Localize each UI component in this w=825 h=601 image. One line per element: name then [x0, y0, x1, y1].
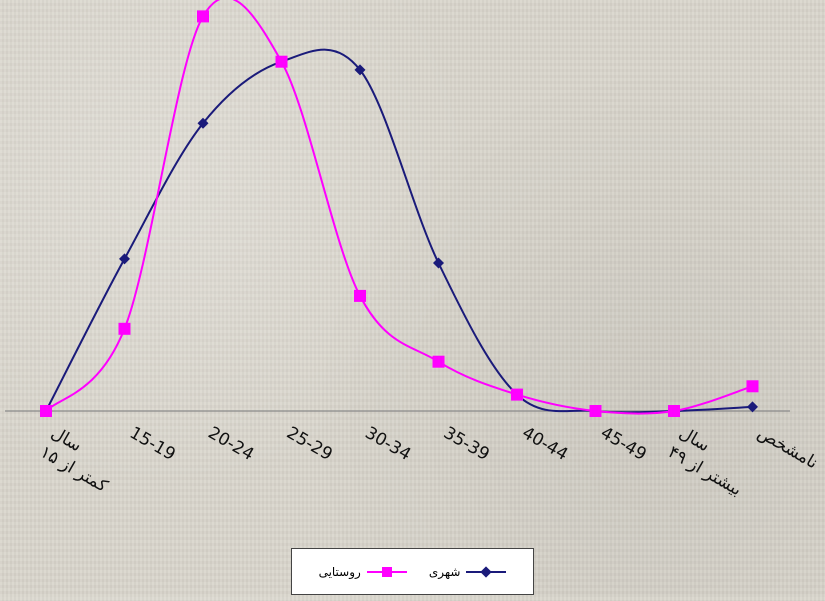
x-tick-label-3: 25-29 [283, 423, 336, 465]
data-point-series1-4 [354, 289, 366, 302]
series-lines [45, 0, 753, 415]
x-tick-label-1: 15-19 [126, 423, 179, 465]
x-tick-label-8: سالبیشتر از ۴۹ [664, 423, 756, 500]
x-tick-label-2: 20-24 [205, 423, 258, 465]
legend-label-urban: شهری [428, 564, 461, 579]
data-point-series1-3 [275, 55, 288, 68]
series-line-1 [45, 0, 753, 415]
data-point-series0-9 [747, 401, 758, 413]
data-point-series1-1 [118, 322, 131, 335]
x-tick-label-5: 35-39 [440, 423, 493, 465]
data-point-series1-9 [746, 380, 759, 393]
data-point-series1-8 [668, 405, 680, 417]
data-point-series1-2 [197, 10, 209, 23]
data-point-series0-4 [354, 64, 366, 76]
data-point-series1-0 [40, 405, 52, 417]
x-tick-label-9: نامشخص [754, 423, 821, 473]
series-markers [40, 10, 759, 417]
data-point-series1-7 [589, 405, 602, 417]
square-line-icon [366, 566, 407, 577]
x-tick-label-7: 45-49 [597, 423, 650, 465]
legend-label-rural: روستایی [318, 564, 361, 579]
legend: شهری روستایی [291, 548, 534, 595]
legend-item-urban: شهری [429, 565, 507, 579]
data-point-series1-6 [511, 388, 523, 401]
data-point-series0-5 [433, 257, 444, 269]
x-tick-label-4: 30-34 [362, 423, 415, 465]
series-line-0 [45, 48, 753, 414]
data-point-series1-5 [432, 355, 445, 368]
data-point-series0-1 [119, 253, 130, 265]
x-tick-label-0: سالکمتر از ۱۵ [36, 423, 122, 497]
x-tick-label-6: 40-44 [519, 423, 572, 465]
diamond-line-icon [466, 565, 507, 578]
legend-item-rural: روستایی [319, 565, 407, 579]
data-point-series0-2 [197, 117, 209, 129]
